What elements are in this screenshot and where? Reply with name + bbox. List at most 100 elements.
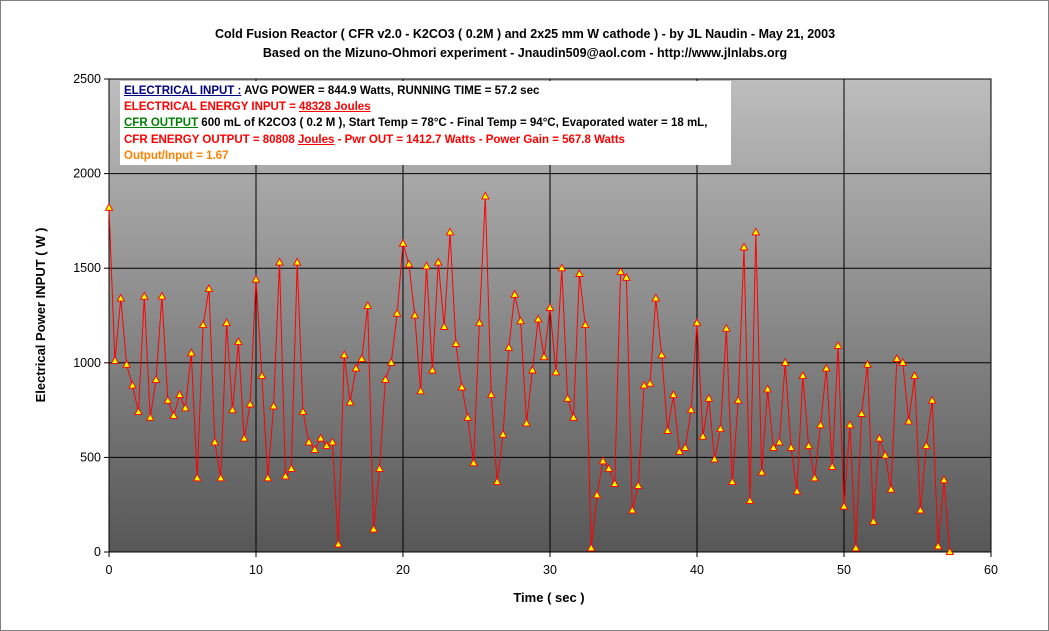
data-point bbox=[492, 477, 502, 486]
cfr-output-text: 600 mL of K2CO3 ( 0.2 M ), Start Temp = … bbox=[198, 117, 708, 130]
data-point bbox=[457, 382, 467, 391]
data-point bbox=[827, 461, 837, 470]
tick-layer: 0 10 20 30 40 50 60 0 500 1000 1500 2000 2500 bbox=[73, 72, 998, 577]
data-point bbox=[469, 458, 478, 467]
data-point bbox=[921, 441, 931, 450]
annotation-line-cfr-output: CFR OUTPUT 600 mL of K2CO3 ( 0.2 M ), St… bbox=[124, 115, 727, 131]
data-point bbox=[692, 318, 702, 327]
data-point bbox=[122, 359, 131, 368]
data-point bbox=[810, 473, 819, 482]
data-point bbox=[786, 442, 796, 451]
chart-title: Cold Fusion Reactor ( CFR v2.0 - K2CO3 (… bbox=[215, 27, 835, 41]
data-point bbox=[710, 454, 719, 463]
y-tick-label: 2000 bbox=[73, 167, 101, 181]
data-point bbox=[780, 357, 790, 366]
data-point bbox=[851, 543, 861, 552]
data-point bbox=[245, 399, 255, 408]
annotation-box: ELECTRICAL INPUT : AVG POWER = 844.9 Wat… bbox=[120, 81, 731, 165]
data-point bbox=[275, 257, 284, 266]
data-point bbox=[392, 308, 402, 317]
data-point bbox=[822, 363, 831, 372]
data-point bbox=[804, 441, 814, 450]
energy-output-joules: Joules bbox=[297, 133, 335, 146]
x-tick-label: 30 bbox=[543, 563, 557, 577]
data-point bbox=[792, 486, 802, 495]
data-point bbox=[516, 316, 525, 325]
data-point bbox=[704, 393, 714, 402]
data-point bbox=[386, 357, 396, 366]
data-point bbox=[686, 405, 696, 414]
x-tick-label: 0 bbox=[106, 563, 113, 577]
data-point bbox=[139, 291, 149, 300]
data-point bbox=[351, 363, 361, 372]
annotation-line-output-input: Output/Input = 1.67 bbox=[124, 148, 727, 164]
data-point bbox=[216, 473, 226, 482]
data-point bbox=[110, 355, 120, 364]
data-point bbox=[328, 437, 337, 446]
data-point bbox=[486, 390, 496, 399]
data-point bbox=[404, 259, 414, 268]
data-point bbox=[445, 227, 455, 236]
data-point bbox=[816, 420, 825, 429]
cfr-output-label: CFR OUTPUT bbox=[124, 117, 199, 130]
data-point bbox=[504, 342, 514, 351]
y-tick-label: 1000 bbox=[73, 356, 101, 370]
data-point bbox=[680, 442, 690, 451]
data-point bbox=[234, 337, 243, 346]
data-point bbox=[369, 524, 378, 533]
data-point bbox=[528, 365, 537, 374]
data-point bbox=[292, 257, 302, 266]
data-point bbox=[163, 395, 173, 404]
data-point bbox=[739, 242, 749, 251]
data-point bbox=[698, 431, 708, 440]
y-tick-label: 0 bbox=[94, 545, 101, 559]
data-point bbox=[633, 480, 643, 489]
data-point bbox=[286, 463, 296, 472]
data-point bbox=[463, 412, 473, 421]
y-axis-label: Electrical Power INPUT ( W ) bbox=[33, 228, 48, 403]
electrical-input-text: AVG POWER = 844.9 Watts, RUNNING TIME = … bbox=[241, 85, 540, 97]
data-point bbox=[575, 268, 584, 277]
data-point bbox=[181, 403, 190, 412]
data-point bbox=[204, 284, 214, 293]
data-point bbox=[833, 340, 843, 349]
data-point bbox=[557, 263, 567, 272]
annotation-line-energy-output: CFR ENERGY OUTPUT = 80808 Joules - Pwr O… bbox=[124, 132, 727, 148]
data-point bbox=[522, 418, 531, 427]
data-point bbox=[439, 321, 449, 330]
annotation-line-electrical-input: ELECTRICAL INPUT : AVG POWER = 844.9 Wat… bbox=[124, 83, 727, 99]
data-point bbox=[357, 354, 367, 363]
data-point bbox=[475, 318, 484, 327]
data-point bbox=[134, 407, 143, 416]
data-point bbox=[716, 424, 725, 433]
data-point bbox=[616, 267, 625, 276]
data-point bbox=[304, 437, 314, 446]
data-point bbox=[316, 433, 326, 442]
data-point bbox=[416, 386, 425, 395]
data-point bbox=[927, 395, 937, 404]
data-point bbox=[627, 505, 637, 514]
data-point bbox=[428, 365, 437, 374]
data-point bbox=[281, 471, 290, 480]
data-point bbox=[186, 348, 196, 357]
data-point bbox=[651, 293, 661, 302]
energy-input-value: 48328 Joules bbox=[298, 101, 371, 114]
data-point bbox=[580, 320, 590, 329]
data-point bbox=[298, 407, 308, 416]
data-point bbox=[610, 478, 620, 487]
data-point bbox=[222, 318, 231, 327]
data-point bbox=[916, 505, 925, 514]
y-tick-label: 1500 bbox=[73, 261, 101, 275]
annotation-line-energy-input: ELECTRICAL ENERGY INPUT = 48328 Joules bbox=[124, 99, 727, 115]
data-point bbox=[886, 484, 896, 493]
data-point bbox=[210, 437, 220, 446]
data-point bbox=[339, 350, 349, 359]
data-point bbox=[104, 202, 114, 211]
data-point bbox=[669, 390, 678, 399]
data-point bbox=[798, 371, 808, 380]
y-tick-label: 500 bbox=[80, 450, 101, 464]
data-point bbox=[722, 323, 731, 332]
data-point bbox=[145, 412, 155, 421]
data-point bbox=[551, 367, 561, 376]
data-point bbox=[433, 257, 443, 266]
